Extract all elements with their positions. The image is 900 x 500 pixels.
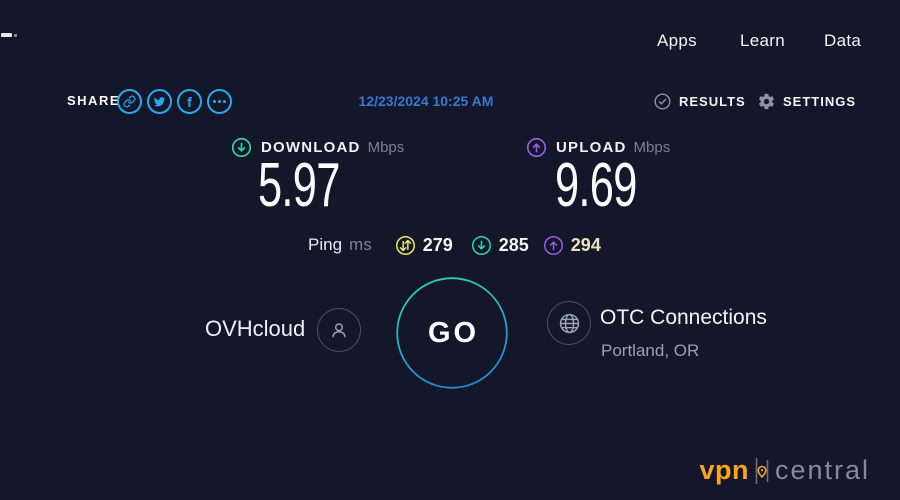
go-button-ring (396, 277, 508, 389)
ping-idle: 279 (395, 235, 453, 256)
download-unit: Mbps (367, 139, 405, 156)
vpncentral-logo: vpn central (699, 452, 870, 488)
test-timestamp: 12/23/2024 10:25 AM (358, 93, 494, 109)
nav-item-learn[interactable]: Learn (740, 31, 785, 50)
results-label: RESULTS (679, 94, 746, 109)
screen-artifact (1, 33, 12, 37)
upload-header: UPLOAD Mbps (526, 137, 670, 158)
server-location: Portland, OR (601, 341, 700, 360)
screen-artifact-dot (14, 34, 17, 37)
ping-upload-value: 294 (570, 234, 601, 255)
go-label: GO (427, 316, 480, 349)
go-button[interactable]: GO (396, 277, 508, 389)
ellipsis-icon (213, 100, 226, 103)
link-icon (123, 95, 136, 108)
upload-value: 9.69 (555, 151, 637, 220)
ping-upload: 294 (543, 235, 601, 256)
download-circle-icon (231, 137, 252, 158)
ping-upload-icon (543, 235, 564, 256)
facebook-icon: f (187, 93, 192, 110)
person-icon (327, 318, 351, 342)
settings-label: SETTINGS (783, 94, 857, 109)
ping-idle-value: 279 (422, 234, 453, 255)
globe-icon (557, 311, 582, 336)
ping-download-value: 285 (498, 234, 529, 255)
share-link-button[interactable] (117, 89, 142, 114)
check-circle-icon (653, 92, 672, 111)
server-name[interactable]: OTC Connections (600, 306, 767, 329)
ping-download: 285 (471, 235, 529, 256)
ping-row: Ping ms 279 285 (308, 233, 601, 257)
download-label: DOWNLOAD (261, 139, 361, 156)
share-twitter-button[interactable] (147, 89, 172, 114)
logo-pin-icon (752, 455, 772, 487)
nav-item-data[interactable]: Data (824, 31, 862, 50)
isp-name: OVHcloud (205, 316, 306, 341)
share-buttons: f (117, 89, 232, 114)
share-facebook-button[interactable]: f (177, 89, 202, 114)
ping-download-icon (471, 235, 492, 256)
download-header: DOWNLOAD Mbps (231, 137, 404, 158)
ping-idle-icon (395, 235, 416, 256)
upload-label: UPLOAD (556, 139, 627, 156)
settings-button[interactable]: SETTINGS (757, 92, 856, 111)
share-more-button[interactable] (207, 89, 232, 114)
download-value: 5.97 (258, 151, 340, 220)
server-avatar (547, 301, 591, 345)
logo-central-text: central (774, 454, 870, 485)
upload-circle-icon (526, 137, 547, 158)
nav-item-apps[interactable]: Apps (657, 31, 697, 50)
logo-vpn-text: vpn (699, 454, 749, 485)
twitter-icon (153, 95, 166, 108)
results-button[interactable]: RESULTS (653, 92, 746, 111)
ping-label: Ping (308, 235, 343, 254)
share-label: SHARE (67, 93, 121, 108)
gear-icon (757, 92, 776, 111)
isp-avatar (317, 308, 361, 352)
ping-unit: ms (349, 235, 372, 254)
upload-unit: Mbps (633, 139, 671, 156)
